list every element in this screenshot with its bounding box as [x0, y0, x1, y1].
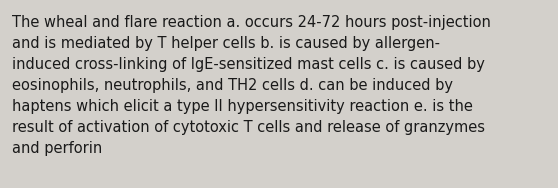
Text: The wheal and flare reaction a. occurs 24-72 hours post-injection
and is mediate: The wheal and flare reaction a. occurs 2… [12, 15, 491, 156]
